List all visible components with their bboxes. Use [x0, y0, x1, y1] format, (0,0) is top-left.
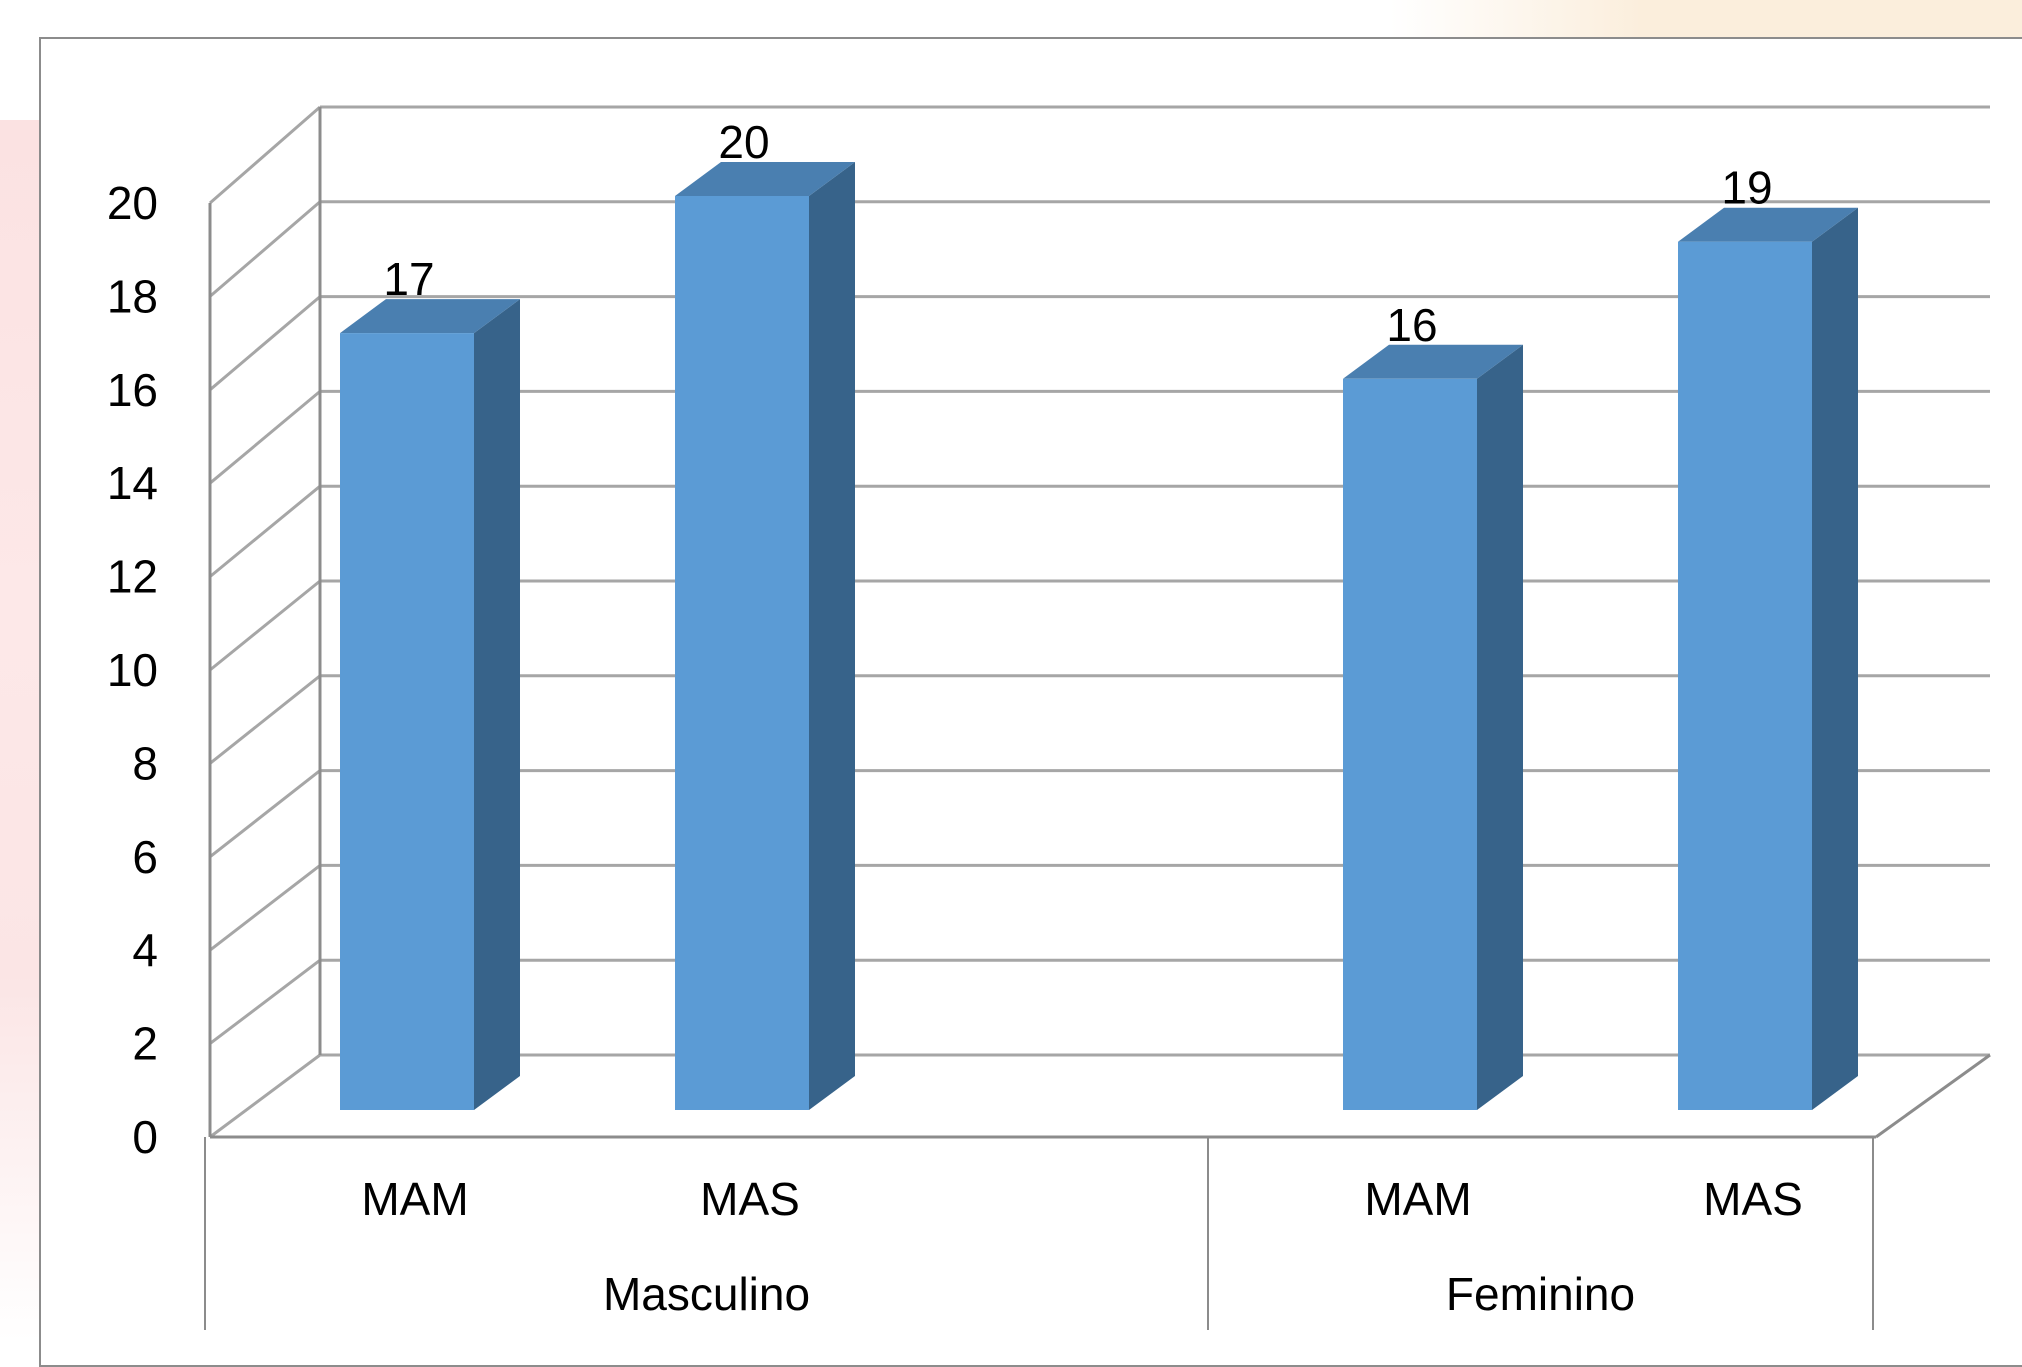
y-tick-label-14: 14 [107, 457, 158, 509]
category-label-masculino-mam: MAM [361, 1173, 468, 1225]
bar-feminino-mam-top [1343, 344, 1523, 379]
y-tick-label-8: 8 [132, 737, 158, 789]
gridline-diagonal-0 [209, 1053, 321, 1139]
floor-right-edge [1875, 1053, 1991, 1139]
gridline-diagonal-10 [209, 579, 321, 672]
bar-feminino-mam-side [1477, 344, 1523, 1110]
gridline-diagonal-2 [209, 959, 321, 1045]
y-tick-label-12: 12 [107, 551, 158, 603]
group-label-masculino: Masculino [603, 1268, 810, 1320]
background-tint-top-right [1390, 0, 2022, 40]
y-tick-label-18: 18 [107, 270, 158, 322]
data-label-feminino-mam: 16 [1386, 299, 1437, 351]
data-label-masculino-mas: 20 [718, 116, 769, 168]
bar-masculino-mam [340, 333, 474, 1111]
bar-layer [340, 162, 1858, 1111]
bar-feminino-mas-top [1678, 207, 1858, 242]
y-tick-label-4: 4 [132, 924, 158, 976]
data-label-feminino-mas: 19 [1721, 162, 1772, 214]
bar-masculino-mam-side [474, 299, 520, 1111]
data-label-masculino-mam: 17 [383, 253, 434, 305]
y-tick-label-16: 16 [107, 364, 158, 416]
y-tick-label-2: 2 [132, 1018, 158, 1070]
category-label-feminino-mas: MAS [1703, 1173, 1803, 1225]
bar-feminino-mas-side [1812, 207, 1858, 1110]
bar-feminino-mam [1343, 378, 1477, 1110]
gridline-diagonal-4 [209, 864, 321, 952]
y-tick-label-0: 0 [132, 1111, 158, 1163]
gridline-diagonal-16 [209, 295, 321, 391]
background-tint-left [0, 120, 40, 1341]
bar-masculino-mas [675, 196, 809, 1110]
category-label-masculino-mas: MAS [700, 1173, 800, 1225]
y-tick-label-20: 20 [107, 177, 158, 229]
gridline-diagonal-20 [209, 105, 321, 205]
label-layer: 0 2 4 6 8 10 12 14 16 18 20 17 MAM 20 MAS Masculino 16 MA… [107, 116, 1803, 1320]
gridline-diagonal-6 [209, 769, 321, 858]
y-tick-label-6: 6 [132, 831, 158, 883]
bar-feminino-mas [1678, 241, 1812, 1110]
gridline-diagonal-8 [209, 674, 321, 765]
bar-masculino-mam-top [340, 299, 520, 334]
gridline-diagonal-14 [209, 390, 321, 485]
group-label-feminino: Feminino [1446, 1268, 1635, 1320]
gridline-diagonal-18 [209, 200, 321, 298]
y-tick-label-10: 10 [107, 644, 158, 696]
bar-masculino-mas-top [675, 162, 855, 196]
axis-layer [204, 107, 1991, 1330]
category-label-feminino-mam: MAM [1364, 1173, 1471, 1225]
gridline-diagonal-12 [209, 485, 321, 578]
bar-masculino-mas-side [809, 162, 855, 1110]
